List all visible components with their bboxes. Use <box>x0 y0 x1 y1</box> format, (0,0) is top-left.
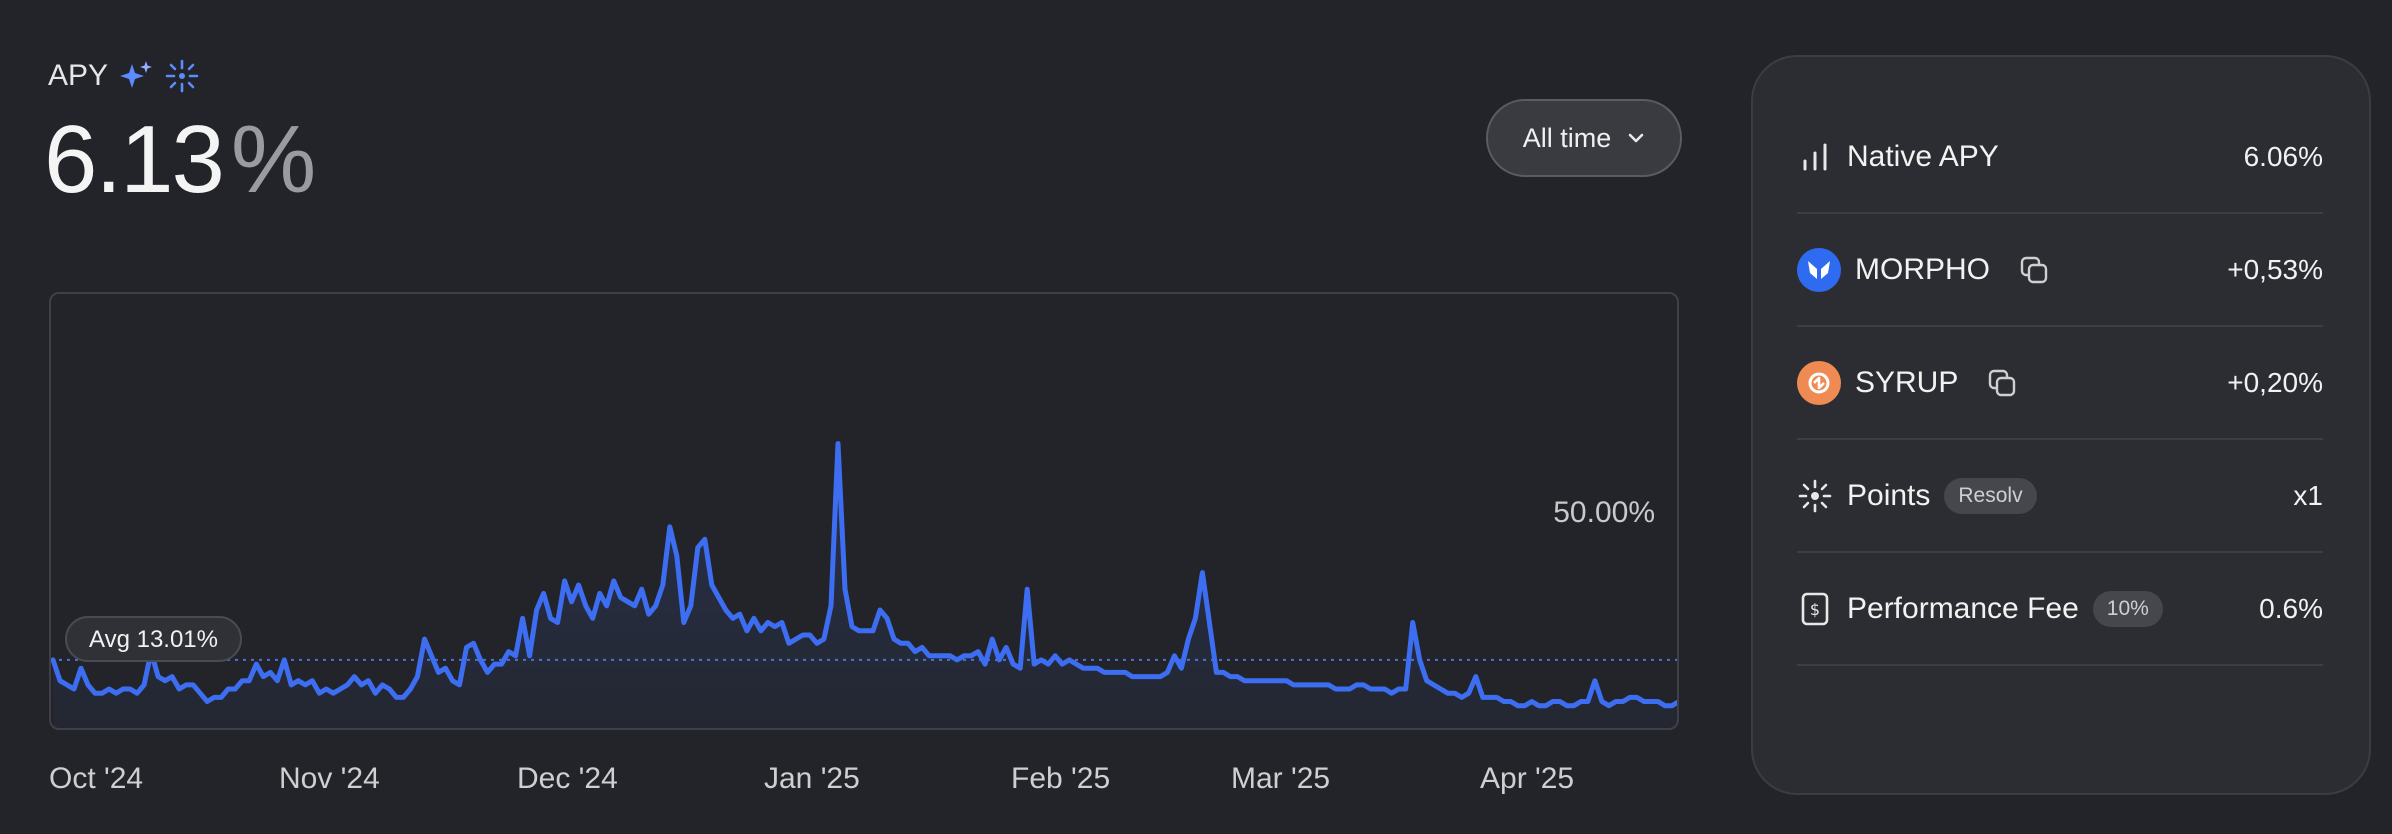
breakdown-name: Points <box>1847 478 1931 512</box>
x-axis-labels: Oct '24 Nov '24 Dec '24 Jan '25 Feb '25 … <box>0 762 1700 802</box>
apy-breakdown-panel: Native APY 6.06% MORPHO +0,53% <box>1751 55 2371 795</box>
breakdown-value: 6.06% <box>2243 140 2323 172</box>
breakdown-name: MORPHO <box>1855 252 1990 286</box>
sparkles-icon <box>120 61 153 88</box>
sparkle-burst-icon <box>165 59 199 93</box>
breakdown-row-performance-fee: $ Performance Fee 10% 0.6% <box>1797 553 2323 666</box>
apy-value: 6.13% <box>44 112 316 208</box>
sparkle-icon <box>1798 479 1832 512</box>
breakdown-row-native-apy: Native APY 6.06% <box>1797 101 2323 214</box>
fee-receipt-icon: $ <box>1801 592 1829 625</box>
breakdown-value: +0,53% <box>2227 253 2323 285</box>
x-tick-label: Oct '24 <box>49 762 144 795</box>
copy-icon[interactable] <box>2018 254 2050 286</box>
breakdown-value: x1 <box>2293 479 2323 511</box>
x-tick-label: Nov '24 <box>279 762 380 795</box>
breakdown-name: SYRUP <box>1855 365 1959 399</box>
breakdown-name: Native APY <box>1847 139 1999 173</box>
x-tick-label: Mar '25 <box>1231 762 1331 795</box>
svg-text:$: $ <box>1810 600 1820 619</box>
time-range-label: All time <box>1522 122 1612 153</box>
x-tick-label: Dec '24 <box>517 762 618 795</box>
morpho-token-icon <box>1797 247 1841 292</box>
x-tick-label: Apr '25 <box>1480 762 1575 795</box>
chevron-down-icon <box>1628 133 1644 143</box>
apy-chart[interactable]: 50.00% Avg 13.01% <box>49 292 1679 730</box>
copy-icon[interactable] <box>1986 367 2018 399</box>
apy-series-line <box>51 441 1677 709</box>
breakdown-row-points: Points Resolv x1 <box>1797 440 2323 553</box>
apy-unit: % <box>230 106 316 213</box>
breakdown-row-morpho: MORPHO +0,53% <box>1797 214 2323 327</box>
apy-label: APY <box>48 59 109 92</box>
x-tick-label: Jan '25 <box>764 762 860 795</box>
fee-percent-tag: 10% <box>2092 590 2163 627</box>
apy-number: 6.13 <box>44 106 225 213</box>
points-source-tag: Resolv <box>1944 477 2037 514</box>
breakdown-value: 0.6% <box>2259 592 2323 624</box>
breakdown-value: +0,20% <box>2227 366 2323 398</box>
x-tick-label: Feb '25 <box>1011 762 1111 795</box>
bar-chart-icon <box>1803 143 1827 170</box>
time-range-dropdown[interactable]: All time <box>1486 99 1682 177</box>
breakdown-name: Performance Fee <box>1847 591 2079 625</box>
syrup-token-icon <box>1797 360 1841 405</box>
y-tick-label: 50.00% <box>1553 496 1655 529</box>
avg-badge: Avg 13.01% <box>65 616 242 662</box>
apy-chart-svg <box>51 441 1677 728</box>
apy-label-group: APY <box>48 58 200 94</box>
breakdown-row-syrup: SYRUP +0,20% <box>1797 327 2323 440</box>
